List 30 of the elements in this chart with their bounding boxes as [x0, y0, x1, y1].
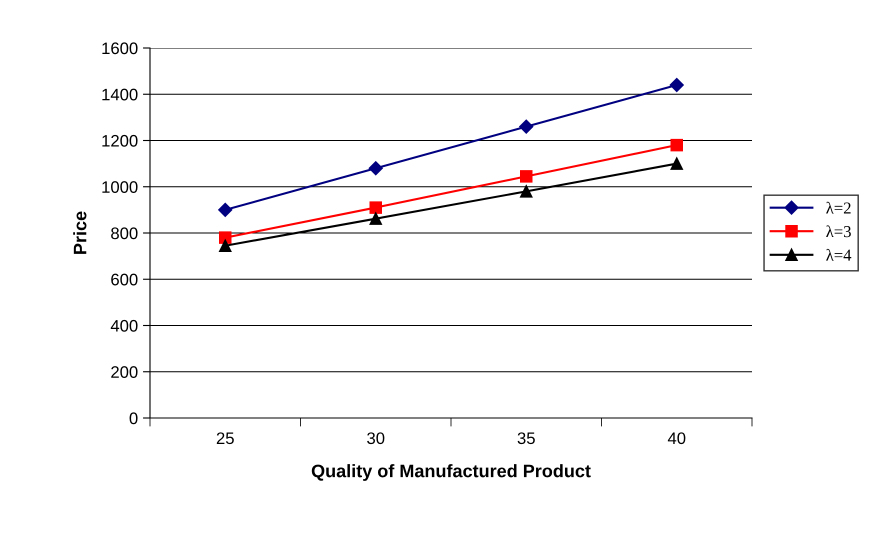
legend-label: λ=4 [826, 248, 852, 261]
point [670, 78, 684, 92]
x-axis-title: Quality of Manufactured Product [312, 464, 591, 481]
point [370, 201, 382, 214]
y-tick-label: 600 [111, 274, 138, 286]
point [368, 161, 383, 176]
y-tick-label: 1400 [102, 88, 138, 100]
legend-label: λ=3 [826, 225, 851, 238]
y-tick-label: 0 [130, 412, 138, 424]
y-tick-label: 800 [111, 227, 138, 240]
point [218, 202, 232, 217]
y-axis-title: Price [73, 212, 86, 254]
x-tick-label: 25 [216, 432, 234, 444]
point [670, 157, 683, 170]
point [219, 239, 232, 252]
y-tick-label: 1200 [102, 134, 138, 147]
y-tick-label: 400 [110, 320, 138, 332]
point [670, 138, 683, 152]
point [520, 170, 532, 183]
y-tick-label: 1600 [102, 42, 138, 54]
point [520, 185, 532, 198]
y-tick-label: 200 [111, 366, 138, 378]
y-tick-label: 1000 [102, 181, 138, 193]
x-tick-label: 40 [668, 432, 686, 444]
point [219, 231, 232, 244]
x-tick-label: 35 [518, 432, 535, 444]
legend-label: λ=2 [826, 202, 851, 214]
point [370, 212, 382, 225]
point [519, 120, 534, 134]
x-tick-label: 30 [367, 432, 384, 444]
